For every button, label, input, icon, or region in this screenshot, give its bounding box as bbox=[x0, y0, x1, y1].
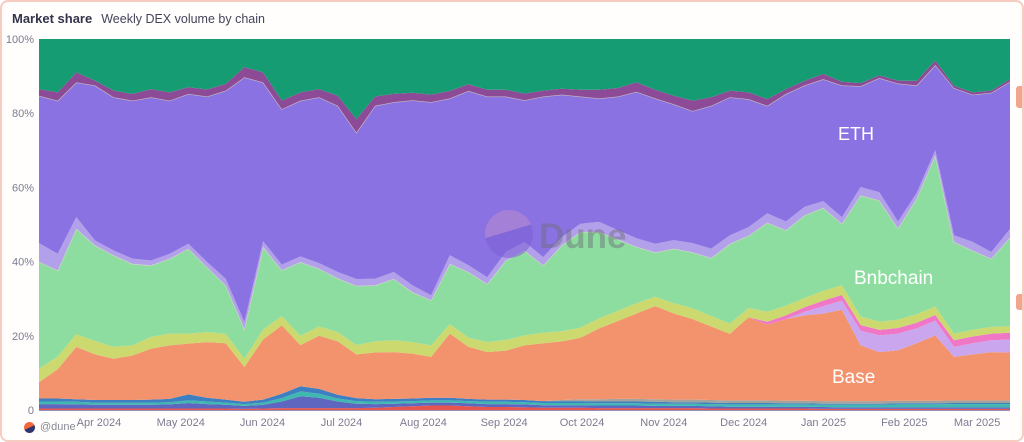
chart-title: Market share bbox=[12, 11, 93, 26]
x-axis-tick-label: Apr 2024 bbox=[77, 417, 122, 429]
chart-header: Market share Weekly DEX volume by chain bbox=[12, 11, 265, 26]
x-axis-tick-label: Dec 2024 bbox=[720, 417, 767, 429]
x-axis-tick-label: Nov 2024 bbox=[640, 417, 687, 429]
area-series-ETH[interactable] bbox=[39, 65, 1010, 323]
x-axis-tick-label: Jun 2024 bbox=[240, 417, 285, 429]
y-axis-tick-label: 60% bbox=[12, 182, 34, 194]
chart-subtitle: Weekly DEX volume by chain bbox=[101, 12, 265, 26]
edge-marker bbox=[1016, 86, 1022, 108]
area-series-unlabeled-green-top[interactable] bbox=[39, 39, 1010, 120]
area-series-unlabeled-plum[interactable] bbox=[39, 60, 1010, 133]
y-axis-tick-label: 20% bbox=[12, 331, 34, 343]
area-series-Base[interactable] bbox=[39, 306, 1010, 402]
area-series-unlabeled-teal-small[interactable] bbox=[39, 391, 1010, 408]
chart-footer: @dune bbox=[24, 421, 76, 433]
series-label-eth: ETH bbox=[838, 124, 874, 144]
area-series-unlabeled-blue[interactable] bbox=[39, 386, 1010, 405]
area-series-unlabeled-indigo[interactable] bbox=[39, 396, 1010, 409]
watermark-logo-icon bbox=[485, 210, 533, 258]
x-axis-tick-label: May 2024 bbox=[157, 417, 205, 429]
x-axis-tick-label: Sep 2024 bbox=[481, 417, 528, 429]
area-series-unlabeled-red-bottom[interactable] bbox=[39, 405, 1010, 411]
x-axis-tick-label: Aug 2024 bbox=[400, 417, 447, 429]
x-axis-tick-label: Jul 2024 bbox=[321, 417, 363, 429]
y-axis-tick-label: 80% bbox=[12, 108, 34, 120]
x-axis-tick-label: Oct 2024 bbox=[560, 417, 605, 429]
dune-logo-icon bbox=[24, 421, 35, 433]
x-axis-tick-label: Feb 2025 bbox=[881, 417, 927, 429]
edge-marker bbox=[1016, 294, 1022, 310]
y-axis-tick-label: 40% bbox=[12, 257, 34, 269]
series-label-bnbchain: Bnbchain bbox=[854, 268, 933, 289]
y-axis-tick-label: 0 bbox=[28, 405, 34, 417]
area-series-unlabeled-gray[interactable] bbox=[39, 386, 1010, 404]
area-series-Bnbchain[interactable] bbox=[39, 155, 1010, 369]
x-axis-tick-label: Jan 2025 bbox=[801, 417, 846, 429]
series-label-base: Base bbox=[832, 367, 875, 388]
x-axis-tick-label: Mar 2025 bbox=[954, 417, 1000, 429]
y-axis-tick-label: 100% bbox=[6, 34, 34, 46]
watermark-text: Dune bbox=[539, 217, 627, 256]
dune-handle: @dune bbox=[40, 421, 76, 433]
